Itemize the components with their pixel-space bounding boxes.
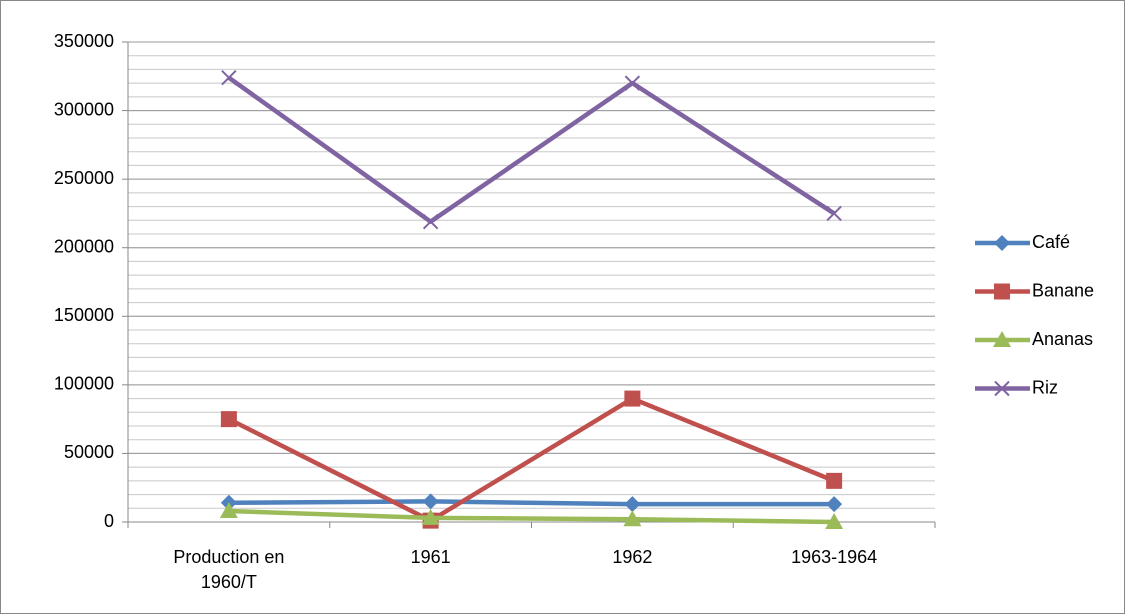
y-tick-label: 100000	[54, 374, 114, 394]
series-line	[228, 508, 835, 525]
x-tick-label: 1962	[612, 547, 653, 567]
marker	[422, 213, 439, 230]
legend-label: Banane	[1032, 280, 1094, 300]
marker	[219, 502, 238, 519]
x-tick-label: Production en 1960/T	[173, 547, 285, 592]
marker	[826, 472, 843, 489]
marker	[421, 508, 440, 525]
y-tick-label: 250000	[54, 168, 114, 188]
legend-label: Riz	[1032, 377, 1058, 397]
y-tick-label: 300000	[54, 99, 114, 119]
y-tick-label: 200000	[54, 236, 114, 256]
legend-marker	[994, 283, 1010, 300]
marker	[826, 496, 843, 513]
series-line	[228, 499, 835, 507]
marker	[826, 205, 842, 222]
legend-label: Ananas	[1032, 329, 1093, 349]
y-tick-label: 150000	[54, 305, 114, 325]
marker	[624, 496, 641, 513]
y-tick-label: 50000	[64, 442, 114, 462]
legend-marker	[993, 331, 1011, 347]
marker	[221, 69, 237, 86]
x-tick-label: 1963-1964	[791, 547, 878, 567]
legend-label: Café	[1032, 232, 1070, 252]
legend-marker	[994, 380, 1010, 397]
marker	[220, 411, 237, 428]
marker	[624, 390, 641, 407]
legend-marker	[994, 235, 1010, 251]
marker	[825, 513, 844, 529]
marker	[623, 510, 642, 527]
x-tick-label: 1961	[410, 547, 451, 567]
marker	[624, 75, 641, 91]
marker	[422, 493, 439, 510]
series-line	[227, 75, 836, 224]
series-line	[227, 396, 835, 523]
y-tick-label: 0	[104, 511, 114, 531]
y-tick-label: 350000	[54, 31, 114, 51]
